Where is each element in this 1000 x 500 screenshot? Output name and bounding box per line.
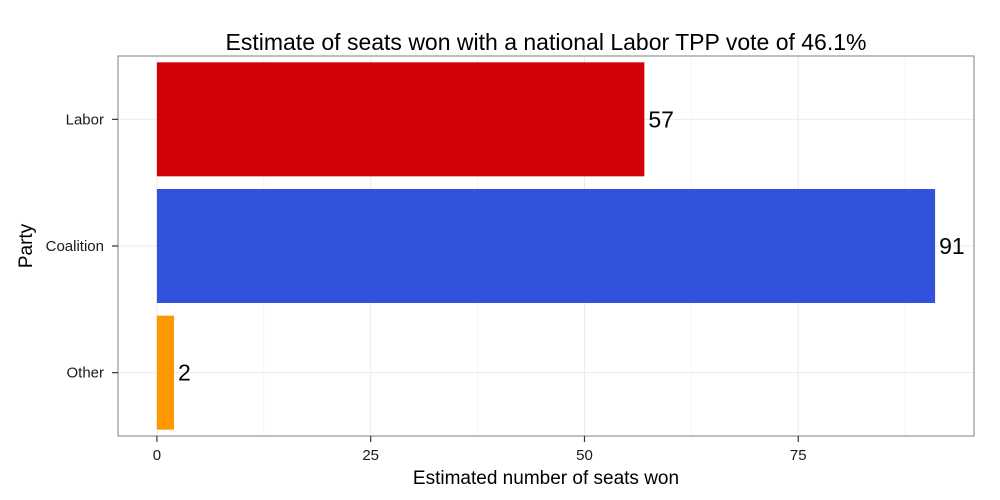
- x-axis-title: Estimated number of seats won: [413, 468, 679, 489]
- y-tick-label: Coalition: [46, 238, 104, 255]
- bars-group: [156, 62, 936, 430]
- y-axis-title: Party: [16, 223, 37, 268]
- data-label-coalition: 91: [939, 233, 965, 259]
- y-tick-label: Other: [66, 365, 104, 382]
- x-tick-label: 25: [362, 447, 379, 464]
- data-label-labor: 57: [648, 106, 674, 132]
- y-tick-label: Labor: [66, 111, 104, 128]
- x-tick-label: 75: [790, 447, 807, 464]
- x-axis: 0 25 50 75: [153, 436, 807, 464]
- data-label-other: 2: [178, 360, 191, 386]
- bar-coalition: [156, 189, 936, 303]
- data-labels-group: 57 91 2: [178, 106, 965, 385]
- bar-labor: [156, 62, 645, 177]
- x-tick-label: 0: [153, 447, 161, 464]
- y-axis: Labor Coalition Other: [46, 111, 118, 382]
- bar-other: [156, 315, 175, 430]
- x-tick-label: 50: [576, 447, 593, 464]
- chart-title: Estimate of seats won with a national La…: [226, 29, 867, 55]
